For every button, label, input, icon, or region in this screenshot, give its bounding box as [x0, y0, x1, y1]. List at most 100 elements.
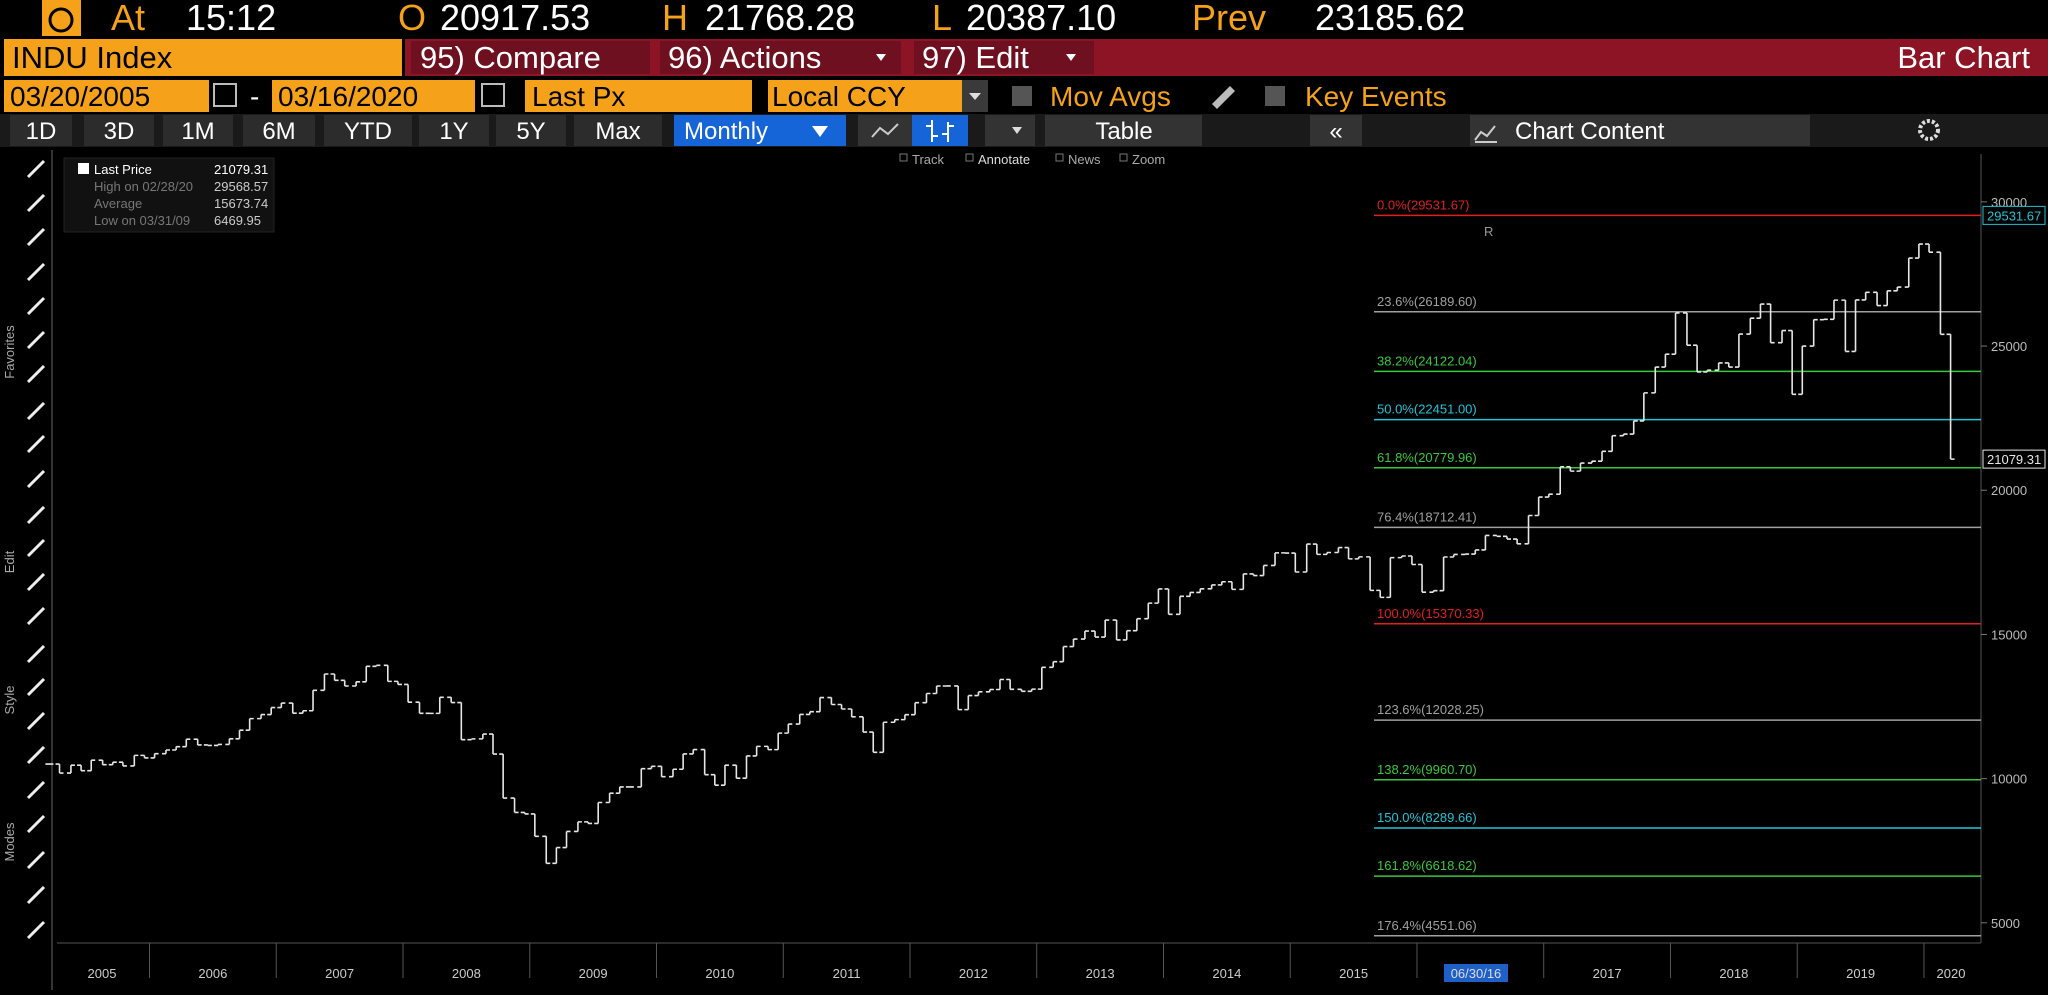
- checkbox[interactable]: [1012, 86, 1032, 106]
- period[interactable]: 3D: [104, 118, 135, 145]
- tool-icon[interactable]: [26, 434, 46, 454]
- settings-icon[interactable]: [1918, 119, 1940, 141]
- tool-icon[interactable]: [1119, 153, 1128, 162]
- period[interactable]: 5Y: [516, 118, 545, 145]
- time-label: At: [111, 0, 145, 38]
- tool-icon[interactable]: [965, 153, 974, 162]
- frequency[interactable]: Monthly: [684, 118, 768, 145]
- tool-icon[interactable]: [899, 153, 908, 162]
- ticker[interactable]: INDU Index: [12, 40, 173, 75]
- currency-box[interactable]: [768, 80, 964, 112]
- period-button[interactable]: [496, 115, 566, 146]
- period[interactable]: Max: [595, 118, 640, 145]
- calendar-icon[interactable]: [481, 83, 505, 107]
- period-button[interactable]: [10, 115, 72, 146]
- start-date-field[interactable]: [4, 80, 209, 112]
- tool-icon[interactable]: [26, 159, 46, 179]
- tool-icon[interactable]: [26, 538, 46, 558]
- line-style-button[interactable]: [858, 115, 912, 146]
- tool-icon[interactable]: [26, 850, 46, 870]
- price-bar: [1259, 564, 1268, 577]
- tool-icon[interactable]: [26, 606, 46, 626]
- period-button[interactable]: [419, 115, 489, 146]
- period[interactable]: 1M: [181, 118, 214, 145]
- tool-icon[interactable]: [26, 572, 46, 592]
- actions[interactable]: 96) Actions: [668, 40, 821, 75]
- chart-content[interactable]: Chart Content: [1515, 118, 1665, 145]
- price-bar: [922, 692, 931, 704]
- collapse[interactable]: «: [1329, 118, 1342, 145]
- ticker-box[interactable]: [4, 39, 402, 76]
- period-button[interactable]: [574, 115, 662, 146]
- tool[interactable]: Track: [912, 152, 945, 167]
- collapse-button[interactable]: [1310, 115, 1362, 146]
- tool[interactable]: Zoom: [1132, 152, 1165, 167]
- tool-icon[interactable]: [26, 885, 46, 905]
- field-box[interactable]: [525, 80, 752, 112]
- pencil-icon[interactable]: [1212, 86, 1235, 109]
- price-bar: [1829, 299, 1838, 321]
- tool-icon[interactable]: [26, 920, 46, 940]
- calendar-icon[interactable]: [213, 83, 237, 107]
- compare[interactable]: 95) Compare: [420, 40, 601, 75]
- period[interactable]: 1Y: [439, 118, 468, 145]
- period[interactable]: 6M: [262, 118, 295, 145]
- field[interactable]: Last Px: [532, 81, 625, 112]
- price-bar: [795, 713, 804, 725]
- tool-icon[interactable]: [26, 364, 46, 384]
- period[interactable]: 1D: [26, 118, 57, 145]
- tool[interactable]: News: [1068, 152, 1101, 167]
- actions-button[interactable]: [660, 41, 901, 74]
- end-date-field[interactable]: [272, 80, 475, 112]
- price-bar: [657, 765, 666, 778]
- price-bar: [1766, 303, 1775, 344]
- tool-icon[interactable]: [1055, 153, 1064, 162]
- end-date[interactable]: 03/16/2020: [278, 81, 418, 112]
- price-bar: [108, 761, 117, 766]
- price-bar: [1883, 289, 1892, 307]
- tool-icon[interactable]: [26, 401, 46, 421]
- legend-label: Last Price: [94, 162, 152, 177]
- fib-label: 138.2%(9960.70): [1377, 762, 1477, 777]
- period-button[interactable]: [243, 115, 315, 146]
- tool-icon[interactable]: [26, 711, 46, 731]
- period-button[interactable]: [324, 115, 412, 146]
- tool-icon[interactable]: [26, 227, 46, 247]
- dropdown-arrow: [1066, 54, 1076, 61]
- tool-icon[interactable]: [26, 745, 46, 765]
- currency[interactable]: Local CCY: [772, 81, 906, 112]
- price-bar: [162, 749, 171, 755]
- tool-icon[interactable]: [26, 262, 46, 282]
- period-button[interactable]: [84, 115, 154, 146]
- style-dropdown[interactable]: [985, 115, 1035, 146]
- checkbox[interactable]: [1265, 86, 1285, 106]
- table-button[interactable]: [1045, 115, 1202, 146]
- tool-icon[interactable]: [26, 677, 46, 697]
- mov-avgs[interactable]: Mov Avgs: [1050, 81, 1171, 112]
- price-bar: [1006, 678, 1015, 691]
- tool-icon[interactable]: [26, 644, 46, 664]
- edit[interactable]: 97) Edit: [922, 40, 1029, 75]
- price-bar: [340, 679, 349, 687]
- start-date[interactable]: 03/20/2005: [10, 81, 150, 112]
- period[interactable]: YTD: [344, 118, 392, 145]
- price-bar: [203, 744, 212, 747]
- price-bar: [890, 718, 899, 724]
- tool-icon[interactable]: [26, 814, 46, 834]
- table[interactable]: Table: [1095, 118, 1152, 145]
- tool-icon[interactable]: [26, 469, 46, 489]
- compare-button[interactable]: [411, 41, 650, 74]
- tool-icon[interactable]: [26, 780, 46, 800]
- price-bar: [1513, 538, 1522, 545]
- tool-icon[interactable]: [26, 505, 46, 525]
- price-bar: [1091, 630, 1100, 638]
- tool-icon[interactable]: [26, 330, 46, 350]
- tool-icon[interactable]: [26, 193, 46, 213]
- chart-content-button[interactable]: [1470, 115, 1810, 146]
- tool-icon[interactable]: [26, 296, 46, 316]
- edit-button[interactable]: [914, 41, 1094, 74]
- period-button[interactable]: [163, 115, 233, 146]
- bar-style-button[interactable]: [912, 115, 968, 146]
- tool[interactable]: Annotate: [978, 152, 1030, 167]
- key-events[interactable]: Key Events: [1305, 81, 1447, 112]
